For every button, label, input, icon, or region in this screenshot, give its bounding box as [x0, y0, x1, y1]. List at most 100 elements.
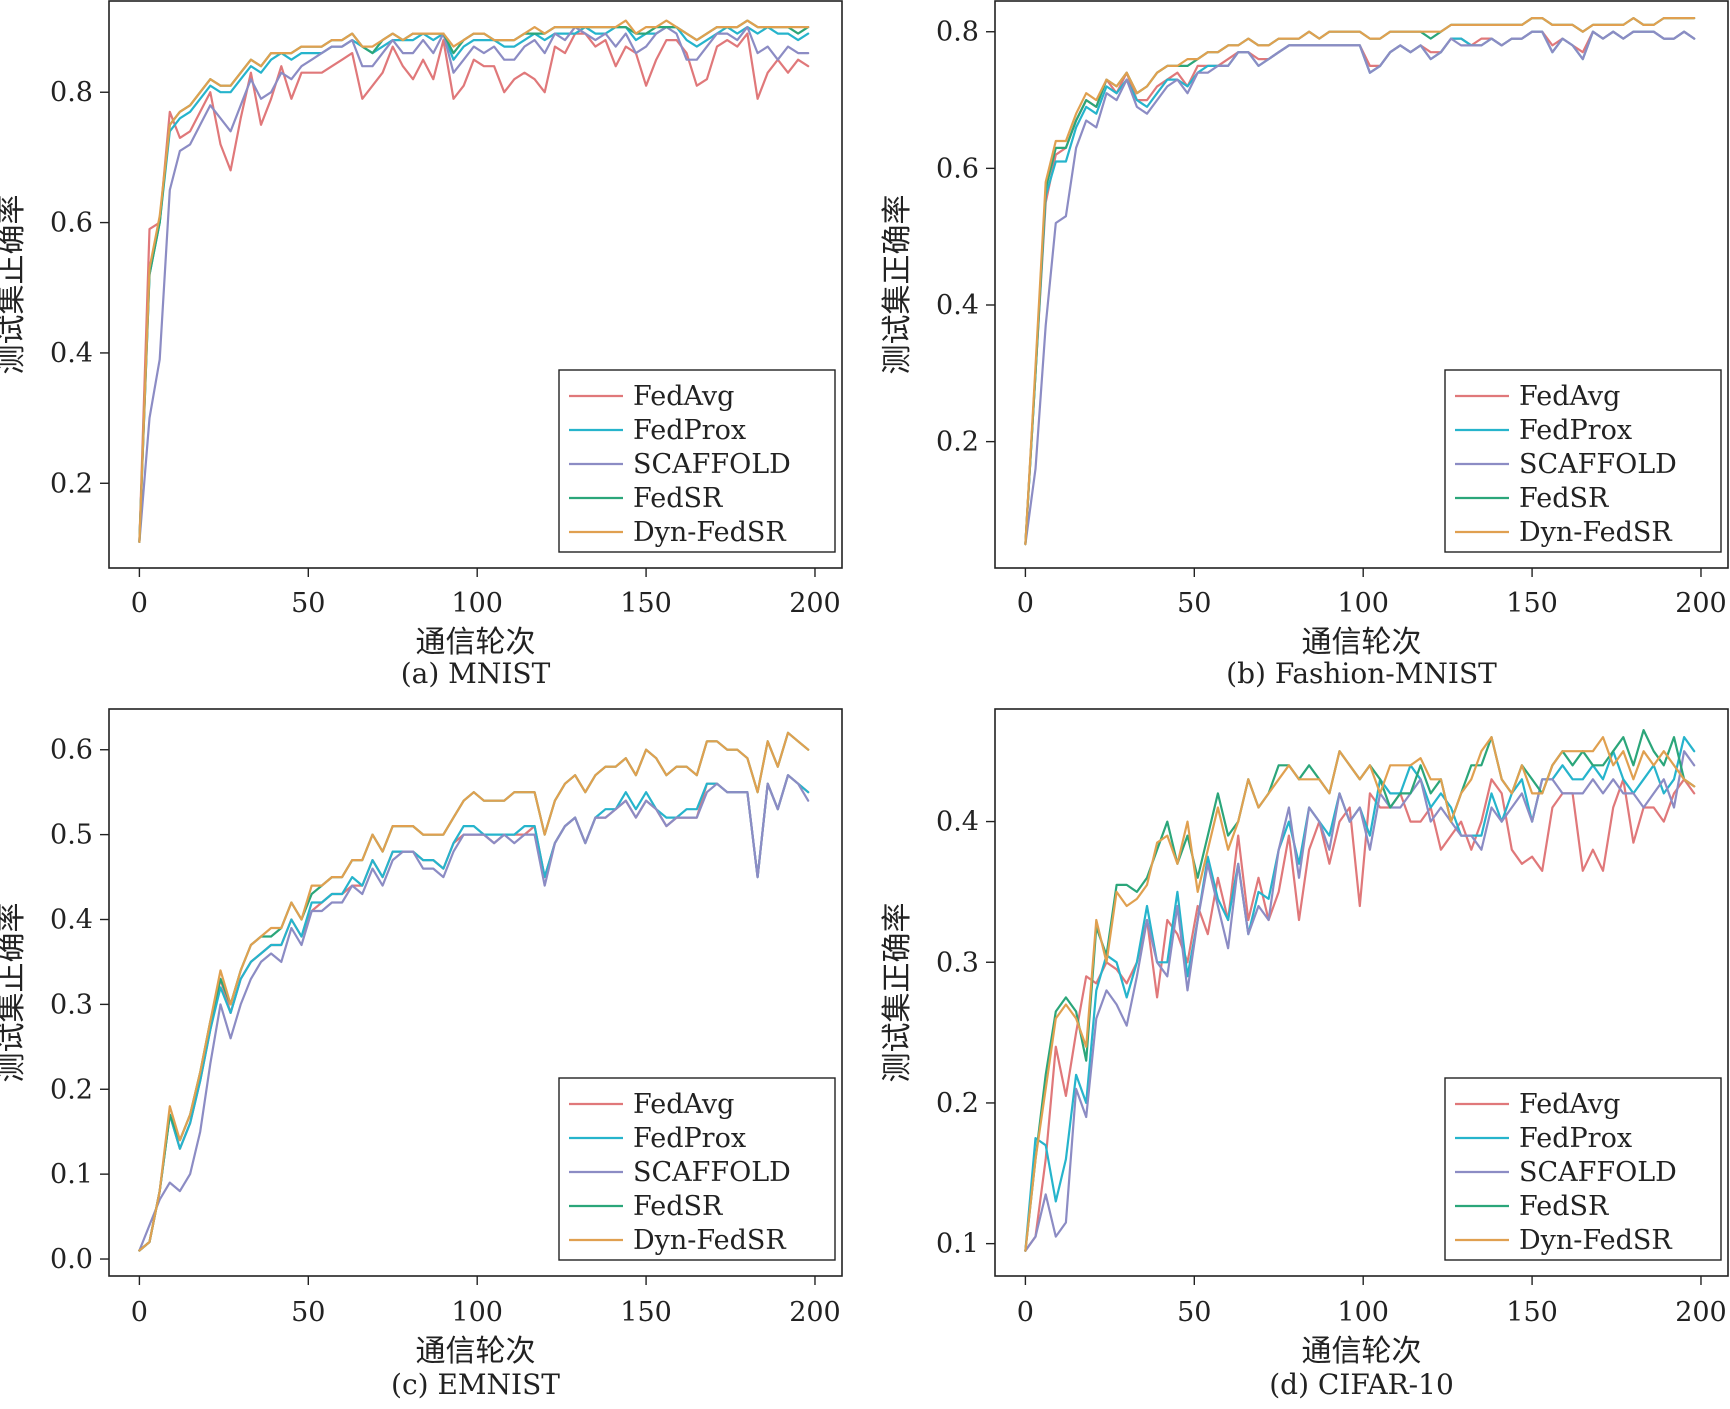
legend-label: FedAvg	[633, 381, 734, 412]
y-tick-label: 0.1	[50, 1159, 93, 1190]
series-line-dyn-fedsr	[1024, 735, 1696, 1252]
x-tick-label: 200	[789, 1297, 841, 1328]
x-tick-label: 50	[291, 588, 325, 619]
legend-label: Dyn-FedSR	[633, 517, 786, 548]
x-axis-title: 通信轮次	[1302, 625, 1422, 660]
series-line-scaffold	[1024, 750, 1696, 1252]
legend-label: Dyn-FedSR	[633, 1225, 786, 1256]
x-tick-label: 150	[1506, 588, 1558, 619]
y-tick-label: 0.5	[50, 820, 93, 851]
y-tick-label: 0.1	[936, 1229, 979, 1260]
y-tick-label: 0.4	[50, 905, 93, 936]
panel-caption: (c) EMNIST	[391, 1368, 560, 1401]
x-tick-label: 100	[1337, 588, 1389, 619]
legend-label: FedAvg	[1519, 381, 1620, 412]
legend-box	[1444, 1077, 1722, 1261]
x-tick-label: 150	[620, 1297, 672, 1328]
y-axis-title: 测试集正确率	[0, 195, 29, 375]
x-axis-title: 通信轮次	[416, 625, 536, 660]
plot-frame	[994, 0, 1729, 569]
y-tick-label: 0.2	[50, 468, 93, 499]
legend-label: Dyn-FedSR	[1519, 1225, 1672, 1256]
panel-caption: (b) Fashion-MNIST	[1226, 657, 1497, 690]
x-tick-label: 100	[451, 588, 503, 619]
chart-panel-a: 0 50 100 150 200 0.2 0.4 0.6 0.8 通信轮次 测试集正确率 (a) MN…	[0, 0, 843, 690]
y-tick-label: 0.3	[936, 947, 979, 978]
x-tick-label: 0	[131, 588, 148, 619]
chart-panel-b: 0 50 100 150 200 0.2 0.4 0.6 0.8 通信轮次 测试集正确率 (b) Fa…	[880, 0, 1729, 690]
y-axis-title: 测试集正确率	[880, 903, 915, 1083]
legend-label: Dyn-FedSR	[1519, 517, 1672, 548]
series-lines	[1024, 17, 1696, 546]
series-line-scaffold	[138, 26, 810, 544]
x-tick-label: 0	[1017, 1297, 1034, 1328]
y-tick-label: 0.0	[50, 1244, 93, 1275]
legend-label: SCAFFOLD	[633, 449, 791, 480]
series-line-scaffold	[1024, 30, 1696, 546]
legend-label: FedSR	[633, 1191, 723, 1222]
x-tick-label: 150	[620, 588, 672, 619]
legend-label: FedProx	[633, 1123, 746, 1154]
y-tick-label: 0.6	[50, 735, 93, 766]
x-tick-label: 100	[1337, 1297, 1389, 1328]
legend-label: FedProx	[633, 415, 746, 446]
x-tick-label: 50	[1177, 1297, 1211, 1328]
y-tick-label: 0.2	[50, 1074, 93, 1105]
legend-label: SCAFFOLD	[633, 1157, 791, 1188]
series-line-scaffold	[138, 774, 810, 1252]
series-line-dyn-fedsr	[1024, 17, 1696, 546]
x-tick-label: 50	[1177, 588, 1211, 619]
series-lines	[138, 19, 810, 544]
series-lines	[138, 731, 810, 1252]
legend-label: FedAvg	[1519, 1089, 1620, 1120]
series-line-dyn-fedsr	[138, 731, 810, 1252]
legend-label: FedSR	[633, 483, 723, 514]
y-tick-label: 0.4	[936, 290, 979, 321]
series-line-fedavg	[138, 32, 810, 544]
y-tick-label: 0.8	[936, 17, 979, 48]
series-line-fedprox	[138, 774, 810, 1252]
x-tick-label: 100	[451, 1297, 503, 1328]
legend-label: FedSR	[1519, 1191, 1609, 1222]
y-tick-label: 0.3	[50, 989, 93, 1020]
plot-frame	[994, 708, 1729, 1277]
legend-box	[558, 369, 836, 553]
legend-label: SCAFFOLD	[1519, 1157, 1677, 1188]
legend-label: SCAFFOLD	[1519, 449, 1677, 480]
y-axis-title: 测试集正确率	[880, 195, 915, 375]
y-tick-label: 0.2	[936, 427, 979, 458]
series-line-fedprox	[138, 26, 810, 544]
x-axis-title: 通信轮次	[1302, 1334, 1422, 1369]
x-axis-title: 通信轮次	[416, 1334, 536, 1369]
y-tick-label: 0.4	[936, 807, 979, 838]
series-lines	[1024, 728, 1696, 1252]
legend-label: FedSR	[1519, 483, 1609, 514]
series-line-dyn-fedsr	[138, 19, 810, 544]
y-tick-label: 0.2	[936, 1088, 979, 1119]
x-tick-label: 0	[1017, 588, 1034, 619]
y-axis-title: 测试集正确率	[0, 903, 29, 1083]
chart-panel-d: 0 50 100 150 200 0.1 0.2 0.3 0.4 通信轮次 测试集正确率 (d) CI…	[880, 708, 1729, 1401]
y-tick-label: 0.6	[50, 208, 93, 239]
x-tick-label: 200	[789, 588, 841, 619]
legend-label: FedProx	[1519, 415, 1632, 446]
legend-box	[558, 1077, 836, 1261]
x-tick-label: 150	[1506, 1297, 1558, 1328]
plot-frame	[108, 0, 843, 569]
legend-label: FedAvg	[633, 1089, 734, 1120]
legend-box	[1444, 369, 1722, 553]
panel-caption: (a) MNIST	[401, 657, 551, 690]
x-tick-label: 200	[1675, 588, 1727, 619]
x-tick-label: 200	[1675, 1297, 1727, 1328]
y-tick-label: 0.8	[50, 77, 93, 108]
y-tick-label: 0.6	[936, 153, 979, 184]
y-tick-label: 0.4	[50, 338, 93, 369]
panel-caption: (d) CIFAR-10	[1269, 1368, 1454, 1401]
x-tick-label: 50	[291, 1297, 325, 1328]
plot-frame	[108, 708, 843, 1277]
